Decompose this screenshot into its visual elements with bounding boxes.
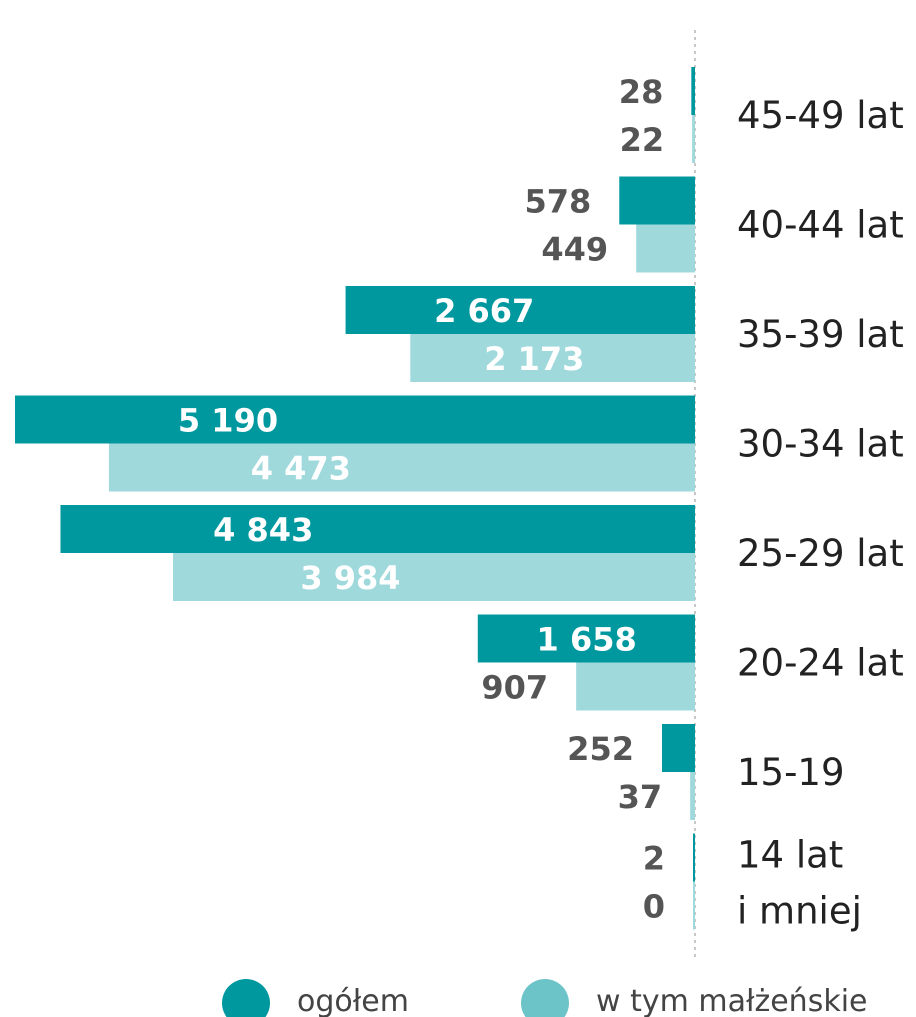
category-label-7-1: i mniej [737, 890, 862, 933]
category-label-3: 30-34 lat [737, 423, 904, 466]
value-label-s1-0: 22 [620, 121, 665, 159]
value-label-s0-1: 578 [524, 183, 591, 221]
legend-label-0: ogółem [297, 984, 409, 1017]
value-label-s0-0: 28 [619, 73, 664, 111]
legend-swatch-0 [222, 979, 270, 1017]
category-label-5: 20-24 lat [737, 642, 904, 685]
legend-label-1: w tym małżeńskie [596, 984, 868, 1017]
bar-s1-4 [173, 553, 695, 601]
value-label-s0-2: 2 667 [434, 292, 534, 330]
bar-s0-4 [60, 505, 695, 553]
value-label-s0-5: 1 658 [537, 621, 637, 659]
bar-s1-5 [576, 662, 695, 711]
value-label-s1-4: 3 984 [300, 559, 400, 597]
bars-group [15, 67, 695, 930]
bar-s0-7 [693, 833, 695, 882]
bar-s0-3 [15, 395, 695, 444]
category-label-0: 45-49 lat [737, 94, 904, 137]
legend: ogółem w tym małżeńskie [222, 979, 868, 1017]
bar-s0-1 [619, 176, 695, 225]
category-label-1: 40-44 lat [737, 204, 904, 247]
value-label-s1-6: 37 [618, 778, 663, 816]
bar-s0-5 [477, 614, 695, 663]
category-label-4: 25-29 lat [737, 532, 904, 575]
value-label-s0-4: 4 843 [213, 511, 313, 549]
value-label-s1-5: 907 [481, 669, 548, 707]
bar-s0-2 [345, 286, 695, 334]
categories-group: 45-49 lat 40-44 lat 35-39 lat 30-34 lat 25-2… [737, 94, 904, 933]
bar-s1-1 [636, 224, 695, 273]
bar-s0-0 [691, 67, 695, 115]
value-label-s1-7: 0 [643, 888, 665, 926]
value-label-s0-3: 5 190 [178, 402, 278, 440]
category-label-6: 15-19 [737, 751, 845, 794]
legend-swatch-1 [521, 979, 569, 1017]
category-label-2: 35-39 lat [737, 313, 904, 356]
bar-s0-6 [661, 724, 695, 772]
category-label-7-0: 14 lat [737, 834, 843, 877]
bar-s1-2 [410, 334, 695, 382]
value-label-s1-1: 449 [541, 231, 608, 269]
bar-s1-7 [693, 881, 695, 930]
value-label-s1-2: 2 173 [484, 340, 584, 378]
value-label-s1-3: 4 473 [251, 450, 351, 488]
value-label-s0-6: 252 [567, 730, 634, 768]
bar-s1-3 [108, 443, 695, 492]
value-label-s0-7: 2 [643, 840, 665, 878]
bar-s1-6 [690, 772, 695, 820]
bar-s1-0 [692, 115, 695, 163]
